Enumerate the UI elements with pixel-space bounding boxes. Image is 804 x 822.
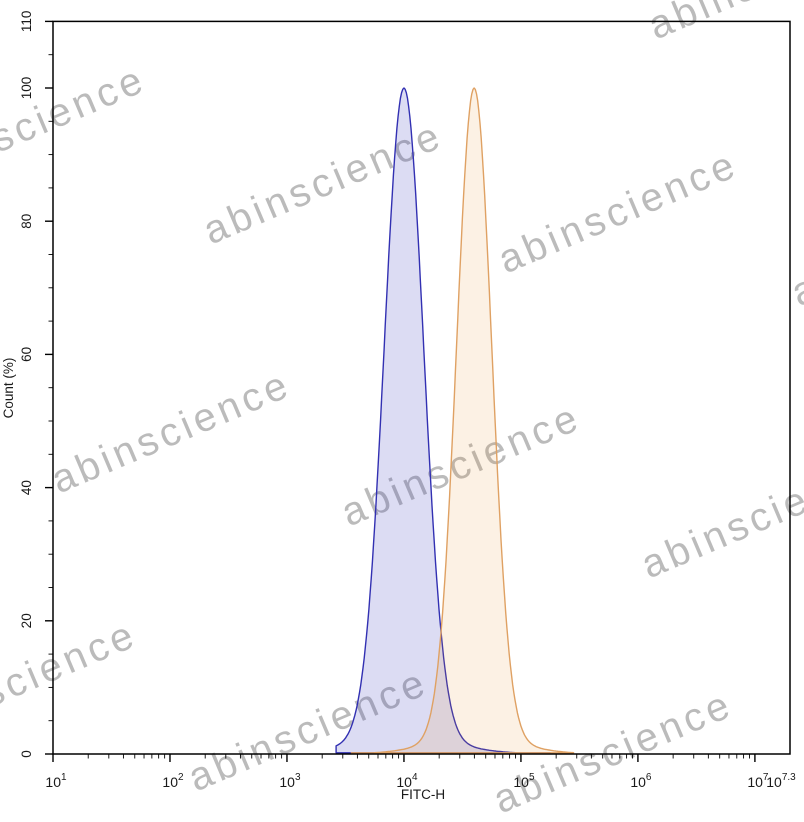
- y-axis-tick-label: 80: [19, 214, 34, 229]
- x-axis-tick-label: 107: [747, 772, 769, 790]
- x-axis-tick-label: 106: [630, 772, 652, 790]
- y-axis-tick-labels: 0 20 40 60 80 100 110: [19, 11, 34, 758]
- y-axis-tick-label: 40: [19, 480, 34, 495]
- y-axis-title: Count (%): [1, 358, 16, 419]
- x-axis-tick-label: 102: [162, 772, 184, 790]
- x-axis-tick-label: 105: [513, 772, 535, 790]
- x-axis-tick-label: 101: [45, 772, 67, 790]
- y-axis-tick-label: 0: [19, 750, 34, 758]
- y-axis-tick-label: 20: [19, 613, 34, 628]
- histogram-curves: [335, 87, 575, 754]
- orange-peak-curve: [350, 87, 575, 754]
- x-axis-tick-label: 107.3: [766, 772, 796, 790]
- axes: [45, 20, 791, 762]
- y-axis-tick-label: 100: [19, 77, 34, 100]
- x-axis-tick-label: 103: [279, 772, 301, 790]
- x-axis-tick-label: 104: [396, 772, 418, 790]
- x-axis-title: FITC-H: [401, 787, 445, 802]
- y-axis-tick-label: 110: [19, 11, 34, 33]
- y-axis-tick-label: 60: [19, 347, 34, 362]
